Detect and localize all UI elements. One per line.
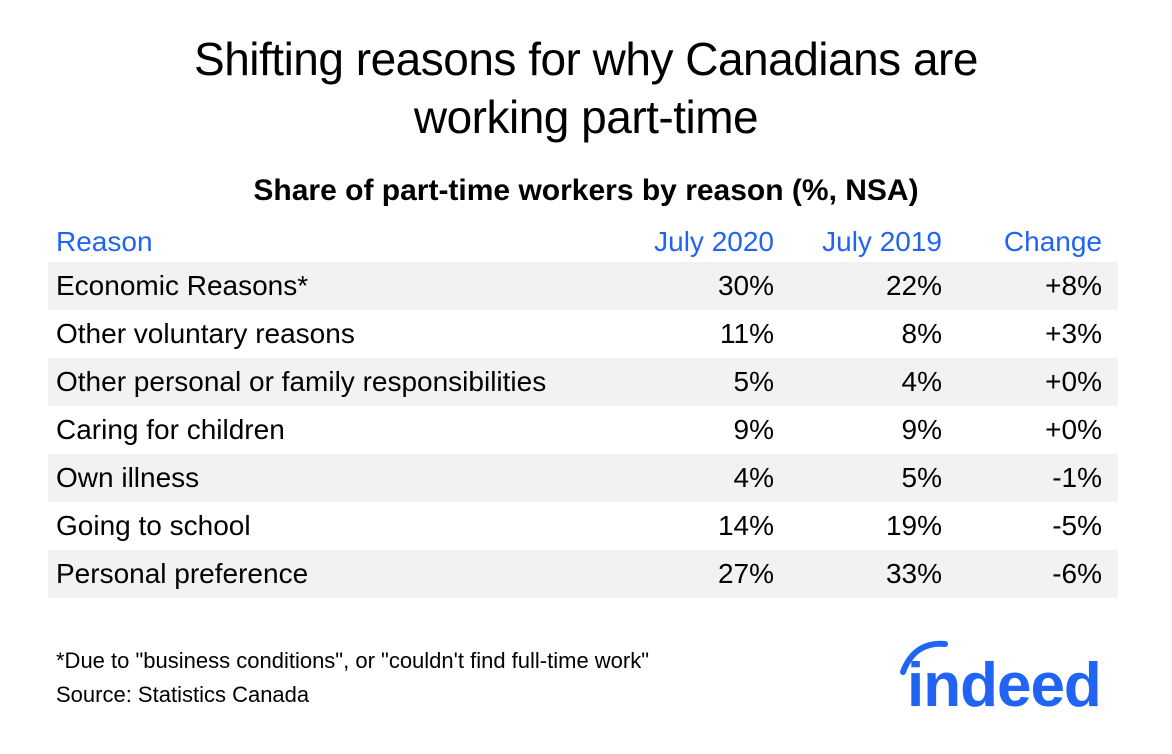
table-row: Other voluntary reasons 11% 8% +3% xyxy=(48,310,1118,358)
table-row: Other personal or family responsibilitie… xyxy=(48,358,1118,406)
cell-reason: Economic Reasons* xyxy=(56,270,309,301)
cell-reason: Going to school xyxy=(56,510,251,541)
cell-july-2020: 4% xyxy=(733,462,774,493)
cell-july-2019: 22% xyxy=(885,270,942,301)
chart-title-line-2: working part-time xyxy=(413,91,759,143)
cell-reason: Own illness xyxy=(56,462,200,493)
cell-change: +0% xyxy=(1045,414,1102,445)
table-body: Economic Reasons* 30% 22% +8% Other voluntar… xyxy=(48,262,1118,598)
cell-july-2019: 5% xyxy=(901,462,942,493)
column-header-july-2019: July 2019 xyxy=(822,226,942,257)
cell-july-2020: 30% xyxy=(717,270,774,301)
table-row: Going to school 14% 19% -5% xyxy=(48,502,1118,550)
logo-arc xyxy=(900,640,948,675)
data-table: Reason July 2020 July 2019 Change Econom… xyxy=(48,222,1118,598)
cell-july-2020: 11% xyxy=(720,318,774,349)
table-row: Own illness 4% 5% -1% xyxy=(48,454,1118,502)
column-header-reason: Reason xyxy=(56,226,153,257)
logo-wordmark: indeed xyxy=(907,651,1101,716)
cell-july-2019: 9% xyxy=(901,414,942,445)
cell-july-2020: 14% xyxy=(717,510,774,541)
cell-july-2020: 27% xyxy=(717,558,774,589)
cell-july-2019: 19% xyxy=(885,510,942,541)
cell-change: +8% xyxy=(1045,270,1102,301)
column-header-change: Change xyxy=(1003,226,1102,257)
cell-july-2019: 33% xyxy=(885,558,942,589)
source-note: Source: Statistics Canada xyxy=(56,682,310,707)
table-header-row: Reason July 2020 July 2019 Change xyxy=(48,222,1118,262)
chart-title-line-1: Shifting reasons for why Canadians are xyxy=(194,33,978,85)
column-header-july-2020: July 2020 xyxy=(654,226,774,257)
table-row: Personal preference 27% 33% -6% xyxy=(48,550,1118,598)
cell-change: +3% xyxy=(1045,318,1102,349)
chart-subtitle: Share of part-time workers by reason (%,… xyxy=(253,174,919,207)
cell-july-2019: 4% xyxy=(901,366,942,397)
cell-july-2020: 5% xyxy=(733,366,774,397)
footnote: *Due to "business conditions", or "could… xyxy=(56,648,650,673)
cell-reason: Caring for children xyxy=(56,414,285,445)
cell-change: +0% xyxy=(1045,366,1102,397)
cell-july-2019: 8% xyxy=(901,318,942,349)
cell-reason: Personal preference xyxy=(56,558,309,589)
cell-change: -6% xyxy=(1052,558,1102,589)
table-row: Economic Reasons* 30% 22% +8% xyxy=(48,262,1118,310)
cell-july-2020: 9% xyxy=(733,414,774,445)
indeed-logo: indeed xyxy=(900,640,1102,716)
table-row: Caring for children 9% 9% +0% xyxy=(48,406,1118,454)
cell-reason: Other personal or family responsibilitie… xyxy=(56,366,547,397)
cell-change: -1% xyxy=(1052,462,1102,493)
chart-title: Shifting reasons for why Canadians are w… xyxy=(0,30,1172,146)
cell-change: -5% xyxy=(1052,510,1102,541)
footnote-block: *Due to "business conditions", or "could… xyxy=(56,644,649,712)
cell-reason: Other voluntary reasons xyxy=(56,318,355,349)
